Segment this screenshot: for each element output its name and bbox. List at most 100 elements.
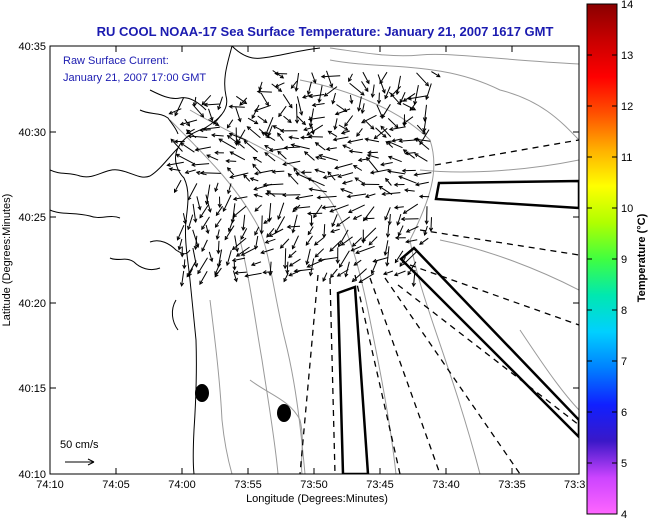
current-vector-head	[236, 141, 241, 146]
current-vector-head	[370, 93, 375, 99]
current-vector-head	[254, 120, 259, 125]
current-vector-head	[334, 165, 339, 170]
current-vector-head	[354, 177, 359, 182]
current-vector-head	[370, 269, 375, 275]
current-vector	[326, 147, 337, 150]
current-vector	[306, 124, 324, 136]
current-vector	[403, 203, 419, 214]
current-vector-head	[330, 229, 335, 234]
current-vector	[208, 251, 213, 262]
current-vector-head	[306, 90, 311, 96]
current-vector	[368, 151, 378, 154]
current-vector	[342, 144, 351, 150]
current-vector-head	[252, 163, 257, 168]
current-vector-head	[272, 125, 277, 130]
current-vector-head	[393, 182, 399, 187]
current-vector-head	[325, 146, 331, 152]
current-vector	[335, 108, 351, 115]
current-vector	[397, 213, 402, 226]
current-vector-head	[253, 193, 258, 198]
current-vector	[358, 158, 367, 161]
current-vector-head	[306, 177, 312, 182]
current-vector-head	[254, 231, 259, 236]
current-vector	[192, 103, 204, 118]
current-vector	[257, 91, 272, 93]
current-vector-head	[232, 266, 237, 271]
current-vector	[431, 71, 441, 78]
current-vector-head	[364, 87, 369, 93]
x-tick-label: 73:45	[366, 479, 394, 491]
current-vector-head	[402, 209, 408, 214]
current-vector-head	[323, 92, 329, 97]
current-vector	[347, 193, 367, 198]
colorbar-tick-label: 10	[621, 203, 633, 215]
current-vector-head	[215, 235, 220, 241]
current-vector-head	[314, 253, 319, 258]
current-vector	[213, 114, 223, 125]
current-vector	[292, 235, 299, 249]
current-vector	[416, 72, 429, 87]
current-vector-head	[268, 148, 274, 153]
current-vector-head	[288, 104, 293, 109]
colorbar-tick-label: 4	[621, 509, 627, 519]
current-vector-head	[341, 180, 347, 185]
current-vector-head	[381, 114, 386, 119]
current-vector-head	[225, 261, 230, 267]
current-vector	[309, 94, 325, 98]
current-vector-head	[287, 172, 292, 178]
current-vector-head	[398, 175, 403, 180]
current-vector	[322, 272, 328, 282]
current-vector	[415, 138, 430, 150]
current-vector	[388, 91, 401, 105]
current-vector	[239, 97, 248, 106]
current-vector	[414, 172, 432, 176]
current-vector-head	[253, 171, 259, 176]
current-vector	[217, 240, 220, 254]
station-marker	[195, 384, 209, 402]
current-vector-head	[187, 134, 192, 139]
current-vector	[315, 142, 326, 151]
current-vector	[381, 104, 391, 119]
current-vector	[174, 97, 185, 116]
current-vector	[295, 72, 300, 91]
current-vector-head	[316, 195, 321, 200]
current-vector-head	[267, 218, 272, 223]
current-vector-head	[363, 216, 368, 221]
current-vector-head	[379, 79, 384, 85]
current-vector-head	[240, 235, 245, 241]
current-vector	[289, 258, 301, 267]
current-vector-head	[290, 84, 295, 89]
current-vector	[400, 91, 406, 103]
current-vector	[204, 103, 220, 106]
current-vector-head	[365, 79, 370, 85]
y-tick-label: 40:30	[18, 127, 46, 139]
current-vector-head	[199, 280, 204, 285]
current-vector-head	[214, 223, 219, 228]
current-vector	[371, 260, 378, 274]
current-vector-head	[373, 135, 378, 140]
current-vector-head	[397, 232, 402, 237]
current-vector-head	[201, 247, 206, 253]
current-vector	[218, 138, 236, 150]
current-vector	[330, 268, 338, 278]
current-vector	[406, 226, 419, 233]
current-vector	[345, 261, 350, 277]
current-vector-head	[396, 221, 401, 226]
current-vector-head	[308, 272, 313, 277]
current-vector	[362, 71, 370, 84]
current-vector-head	[205, 229, 210, 235]
current-vector-head	[303, 151, 309, 156]
current-vector-head	[368, 241, 373, 246]
current-vector	[286, 261, 289, 274]
current-vector	[387, 118, 399, 129]
current-vector	[358, 96, 362, 111]
current-vector	[334, 118, 338, 130]
current-vector	[370, 168, 390, 174]
current-vector	[205, 194, 211, 213]
current-vector-head	[399, 262, 404, 267]
current-vector	[236, 246, 250, 257]
current-vector	[294, 268, 314, 272]
current-vector-head	[347, 139, 352, 144]
current-vector-head	[342, 144, 347, 149]
